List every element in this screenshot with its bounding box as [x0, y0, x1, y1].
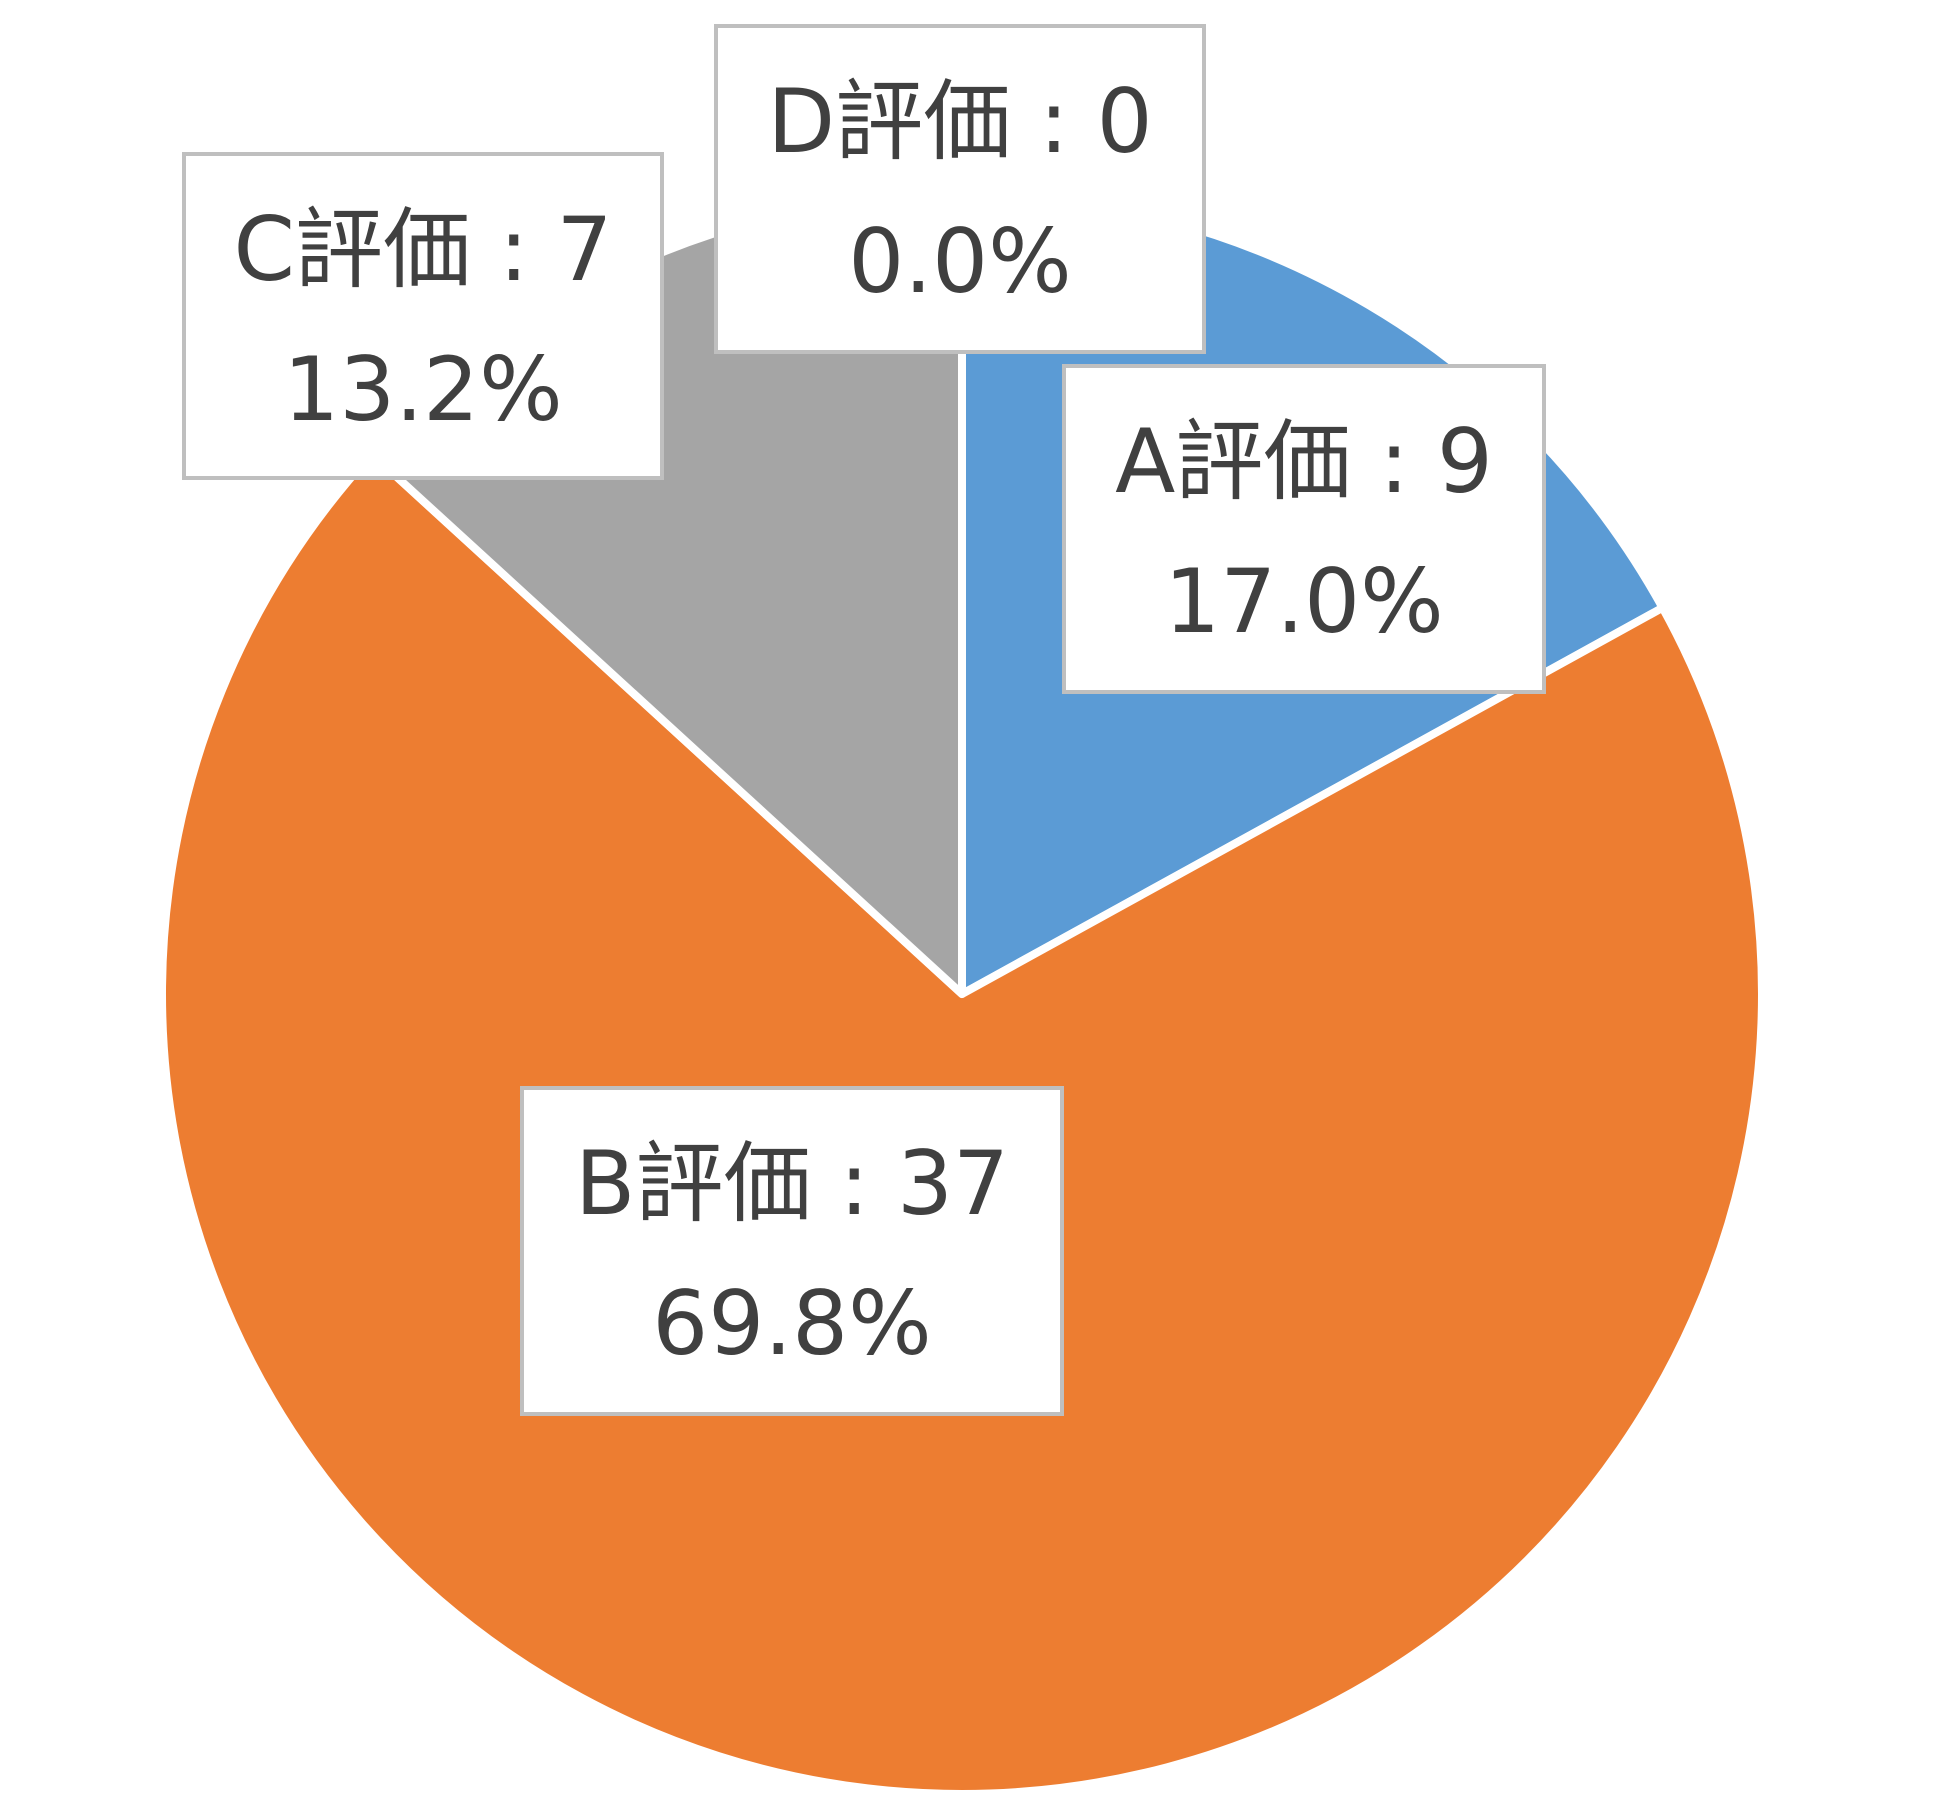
- data-labels: A評価 : 9 17.0% B評価 : 37 69.8% C評価 : 7 13.2% D評価…: [182, 24, 1546, 1416]
- data-label-category-value: B評価 : 37: [575, 1132, 1009, 1235]
- data-label-percent: 17.0%: [1164, 550, 1444, 653]
- data-label-a: A評価 : 9 17.0%: [1062, 364, 1546, 694]
- data-label-box: [714, 24, 1206, 354]
- data-label-percent: 0.0%: [848, 210, 1072, 313]
- data-label-category-value: C評価 : 7: [233, 198, 612, 301]
- data-label-c: C評価 : 7 13.2%: [182, 152, 664, 480]
- data-label-category-value: A評価 : 9: [1115, 410, 1493, 513]
- data-label-b: B評価 : 37 69.8%: [520, 1086, 1064, 1416]
- data-label-percent: 69.8%: [652, 1272, 932, 1375]
- data-label-box: [182, 152, 664, 480]
- data-label-category-value: D評価 : 0: [767, 70, 1152, 173]
- data-label-box: [520, 1086, 1064, 1416]
- data-label-box: [1062, 364, 1546, 694]
- data-label-percent: 13.2%: [283, 338, 563, 441]
- data-label-d: D評価 : 0 0.0%: [714, 24, 1206, 354]
